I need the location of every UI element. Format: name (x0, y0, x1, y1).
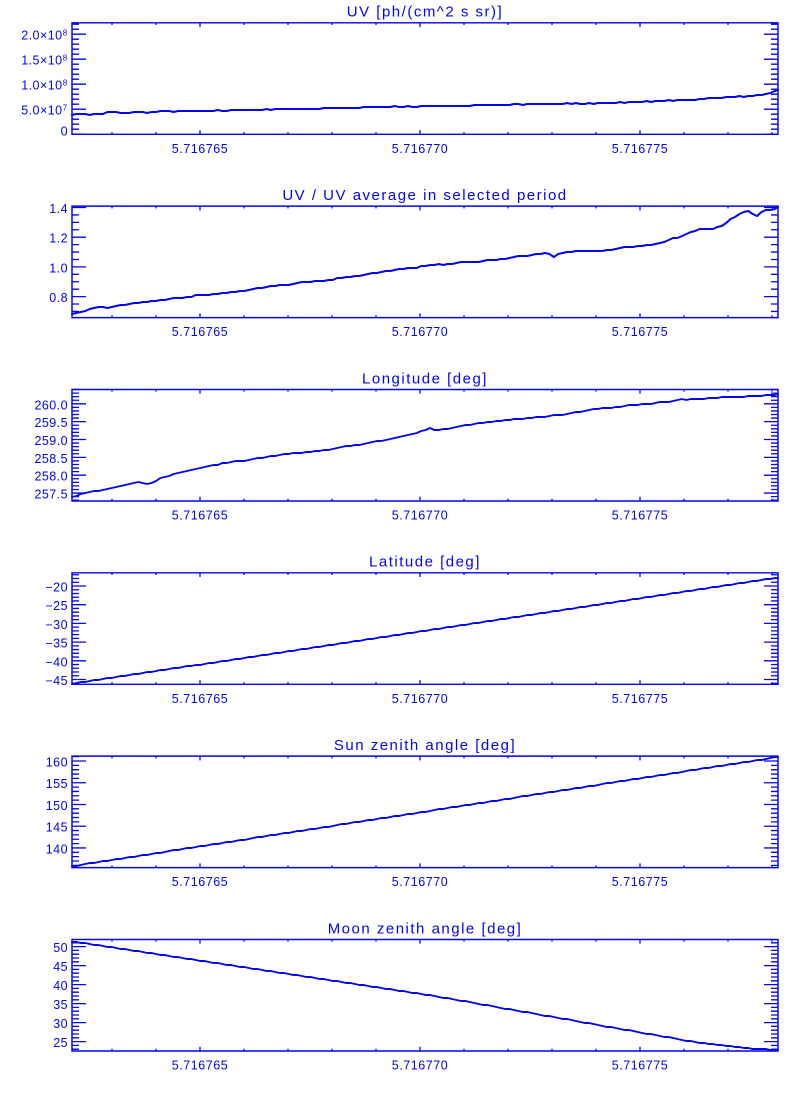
svg-text:260.0: 260.0 (34, 398, 68, 412)
svg-text:259.5: 259.5 (34, 416, 68, 430)
svg-text:−45: −45 (45, 674, 68, 688)
svg-text:8: 8 (63, 78, 68, 87)
svg-text:5.716770: 5.716770 (392, 692, 449, 706)
svg-text:5.716770: 5.716770 (392, 142, 449, 156)
svg-text:Moon zenith angle [deg]: Moon zenith angle [deg] (328, 920, 523, 937)
svg-text:5.716770: 5.716770 (392, 1059, 449, 1073)
svg-text:−40: −40 (45, 655, 68, 669)
svg-text:Longitude [deg]: Longitude [deg] (362, 370, 488, 387)
svg-text:35: 35 (53, 998, 68, 1012)
svg-text:50: 50 (53, 941, 68, 955)
svg-text:1.2: 1.2 (49, 232, 68, 246)
svg-text:8: 8 (63, 28, 68, 37)
svg-text:5.716775: 5.716775 (612, 142, 669, 156)
svg-text:5.716775: 5.716775 (612, 875, 669, 889)
svg-text:5.716775: 5.716775 (612, 1059, 669, 1073)
svg-text:1.0: 1.0 (49, 261, 68, 275)
svg-text:5.716775: 5.716775 (612, 509, 669, 523)
svg-text:257.5: 257.5 (34, 488, 68, 502)
svg-text:140: 140 (46, 843, 68, 857)
svg-text:5.716770: 5.716770 (392, 325, 449, 339)
svg-text:1.5×10: 1.5×10 (21, 54, 62, 68)
svg-text:5.716775: 5.716775 (612, 692, 669, 706)
svg-text:5.716765: 5.716765 (172, 325, 229, 339)
svg-text:160: 160 (46, 756, 68, 770)
svg-text:1.0×10: 1.0×10 (21, 79, 62, 93)
svg-text:258.5: 258.5 (34, 452, 68, 466)
svg-text:5.716765: 5.716765 (172, 142, 229, 156)
svg-text:145: 145 (46, 821, 68, 835)
svg-text:Sun zenith angle [deg]: Sun zenith angle [deg] (334, 737, 516, 754)
svg-text:8: 8 (63, 53, 68, 62)
svg-text:5.716765: 5.716765 (172, 509, 229, 523)
svg-text:45: 45 (53, 960, 68, 974)
svg-text:258.0: 258.0 (34, 470, 68, 484)
svg-text:−35: −35 (45, 637, 68, 651)
svg-text:150: 150 (46, 799, 68, 813)
svg-text:5.0×10: 5.0×10 (21, 104, 62, 118)
svg-text:2.0×10: 2.0×10 (21, 29, 62, 43)
svg-text:5.716775: 5.716775 (612, 325, 669, 339)
svg-text:−30: −30 (45, 618, 68, 632)
svg-text:155: 155 (46, 777, 68, 791)
svg-text:5.716765: 5.716765 (172, 692, 229, 706)
svg-text:259.0: 259.0 (34, 434, 68, 448)
svg-text:30: 30 (53, 1017, 68, 1031)
svg-text:5.716770: 5.716770 (392, 875, 449, 889)
svg-text:0.8: 0.8 (49, 291, 68, 305)
svg-text:Latitude [deg]: Latitude [deg] (369, 554, 481, 571)
svg-text:25: 25 (53, 1036, 68, 1050)
svg-text:5.716765: 5.716765 (172, 875, 229, 889)
svg-text:1.4: 1.4 (49, 202, 68, 216)
svg-text:UV [ph/(cm^2 s sr)]: UV [ph/(cm^2 s sr)] (347, 4, 503, 21)
svg-text:UV / UV average in selected pe: UV / UV average in selected period (282, 187, 567, 204)
svg-text:5.716770: 5.716770 (392, 509, 449, 523)
svg-text:5.716765: 5.716765 (172, 1059, 229, 1073)
svg-text:7: 7 (63, 103, 68, 112)
svg-text:−20: −20 (45, 581, 68, 595)
svg-text:−25: −25 (45, 599, 68, 613)
svg-text:0: 0 (61, 125, 68, 139)
svg-text:40: 40 (53, 979, 68, 993)
